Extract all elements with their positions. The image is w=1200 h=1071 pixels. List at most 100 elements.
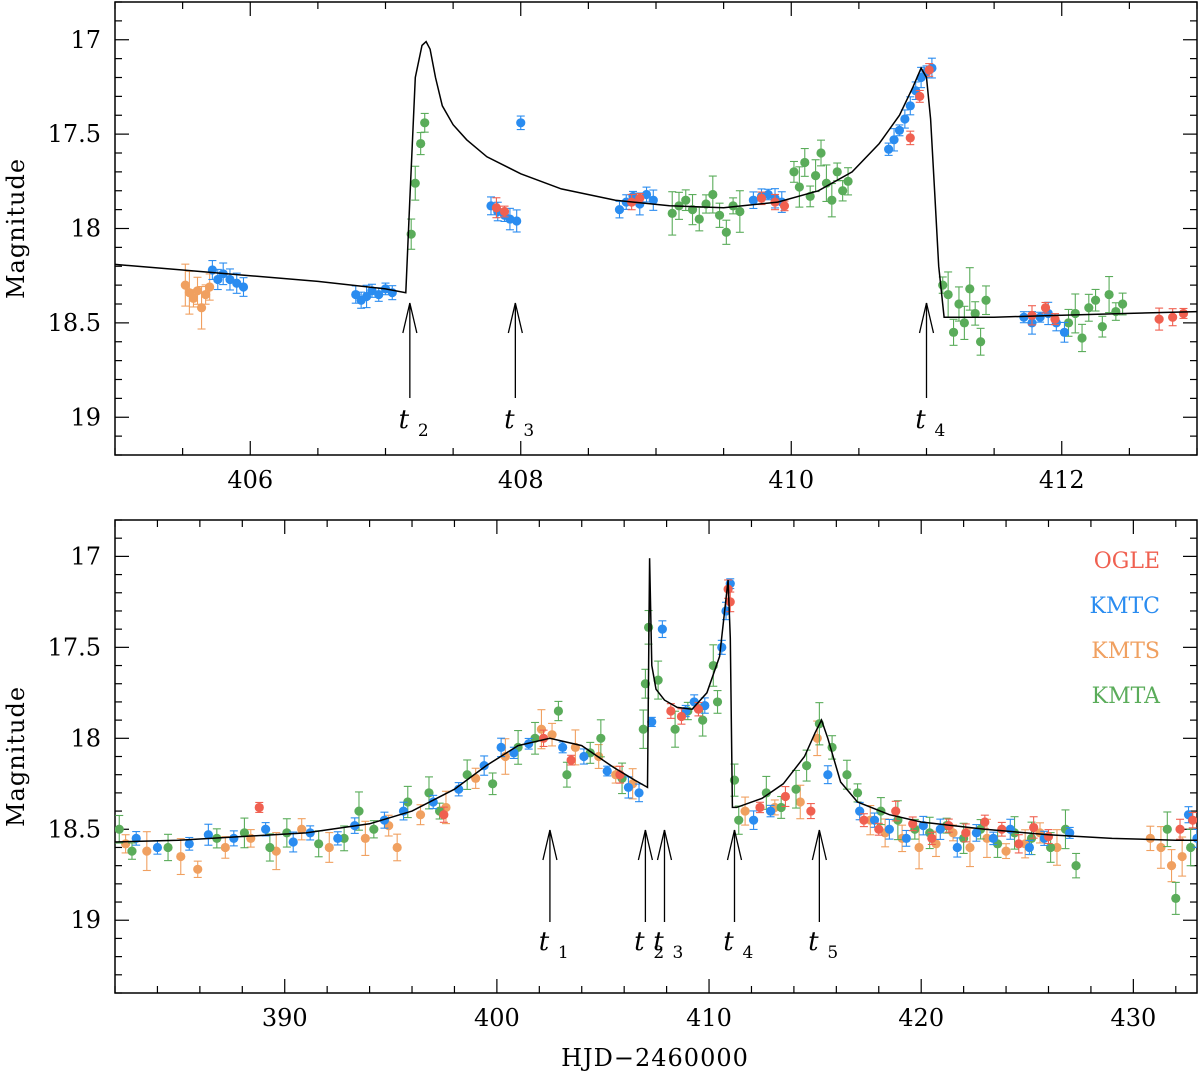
x-tick-label: 400 bbox=[474, 1004, 520, 1032]
data-point-kmtc bbox=[884, 824, 894, 834]
arrow-head bbox=[507, 302, 523, 334]
epoch-subscript: 1 bbox=[558, 943, 569, 963]
data-point-kmta bbox=[1046, 842, 1056, 853]
data-point-ogle bbox=[439, 810, 449, 820]
data-point-ogle bbox=[1168, 312, 1178, 322]
data-point-kmta bbox=[1097, 322, 1107, 332]
epoch-label: t bbox=[723, 927, 734, 957]
data-point-kmta bbox=[954, 299, 964, 309]
data-point-kmtc bbox=[763, 189, 773, 200]
y-tick-label: 17 bbox=[70, 542, 101, 570]
epoch-label: t bbox=[504, 405, 515, 435]
data-point-ogle bbox=[997, 824, 1007, 834]
data-point-ogle bbox=[254, 802, 264, 813]
data-point-kmta bbox=[832, 167, 842, 177]
data-point-kmtc bbox=[512, 216, 522, 226]
data-point-kmts bbox=[547, 730, 557, 740]
data-point-kmtc bbox=[884, 144, 894, 154]
data-point-kmta bbox=[410, 178, 420, 188]
data-point-kmta bbox=[842, 770, 852, 780]
data-point-kmtc bbox=[634, 788, 644, 798]
series-kmts bbox=[121, 709, 1187, 883]
data-point-kmts bbox=[1001, 846, 1011, 856]
data-point-ogle bbox=[725, 597, 735, 607]
data-point-ogle bbox=[908, 819, 918, 829]
data-point-kmts bbox=[392, 842, 402, 853]
data-point-kmts bbox=[965, 842, 975, 853]
data-point-kmtc bbox=[496, 742, 506, 753]
data-point-kmtc bbox=[901, 833, 911, 843]
data-point-kmtc bbox=[623, 782, 634, 793]
data-point-kmta bbox=[127, 846, 137, 856]
legend-entry-ogle: OGLE bbox=[1094, 549, 1160, 574]
data-point-kmta bbox=[800, 157, 810, 168]
data-point-kmts bbox=[1166, 861, 1177, 871]
data-point-kmtc bbox=[641, 189, 652, 200]
data-point-ogle bbox=[1029, 822, 1039, 833]
data-point-ogle bbox=[779, 201, 790, 211]
data-point-kmta bbox=[776, 802, 786, 813]
data-point-kmta bbox=[714, 210, 725, 220]
data-point-ogle bbox=[780, 791, 791, 802]
data-point-kmts bbox=[324, 842, 334, 853]
data-point-kmtc bbox=[203, 830, 213, 840]
data-point-ogle bbox=[1154, 314, 1164, 324]
data-point-kmtc bbox=[261, 824, 271, 834]
data-point-kmtc bbox=[614, 205, 625, 215]
legend-entry-kmts: KMTS bbox=[1091, 639, 1160, 664]
data-point-kmta bbox=[794, 182, 804, 192]
data-point-kmta bbox=[810, 171, 821, 181]
data-point-kmts bbox=[196, 303, 207, 313]
data-point-ogle bbox=[1043, 831, 1054, 842]
data-point-kmts bbox=[415, 810, 426, 820]
x-tick-label: 410 bbox=[686, 1004, 732, 1032]
data-point-kmtc bbox=[855, 806, 865, 816]
data-point-kmta bbox=[734, 815, 744, 825]
epoch-label: t bbox=[915, 405, 926, 435]
data-point-kmtc bbox=[558, 742, 568, 753]
data-point-kmta bbox=[553, 706, 564, 716]
data-point-kmtc bbox=[367, 286, 377, 296]
epoch-label: t bbox=[539, 927, 550, 957]
data-point-kmta bbox=[681, 195, 691, 205]
arrow-head bbox=[637, 829, 654, 861]
data-point-kmta bbox=[802, 760, 812, 771]
data-point-kmts bbox=[1177, 851, 1187, 862]
data-point-kmts bbox=[201, 289, 211, 300]
arrow-head bbox=[656, 829, 673, 861]
data-point-kmta bbox=[852, 788, 863, 798]
data-point-kmta bbox=[948, 327, 959, 337]
data-point-ogle bbox=[806, 806, 816, 816]
data-point-kmta bbox=[970, 308, 980, 319]
data-point-kmta bbox=[1090, 295, 1101, 305]
data-point-kmts bbox=[914, 842, 924, 853]
legend-entry-kmtc: KMTC bbox=[1090, 594, 1160, 619]
data-point-kmta bbox=[1171, 893, 1181, 904]
data-point-kmta bbox=[369, 824, 379, 834]
data-point-kmta bbox=[653, 675, 663, 685]
data-point-ogle bbox=[891, 806, 901, 816]
y-tick-label: 17.5 bbox=[48, 633, 101, 661]
data-point-kmta bbox=[791, 784, 801, 794]
data-point-kmtc bbox=[184, 839, 194, 849]
series-kmta bbox=[406, 112, 1128, 356]
data-point-kmtc bbox=[288, 837, 298, 847]
data-point-ogle bbox=[1175, 824, 1185, 834]
data-point-kmta bbox=[1186, 842, 1196, 853]
data-point-kmts bbox=[360, 833, 370, 843]
legend: OGLE KMTC KMTS KMTA bbox=[1090, 549, 1162, 709]
data-point-ogle bbox=[755, 802, 765, 813]
y-tick-label: 19 bbox=[70, 403, 101, 431]
data-point-kmtc bbox=[1035, 312, 1045, 322]
epoch-subscript: 2 bbox=[418, 421, 429, 441]
x-tick-label: 430 bbox=[1110, 1004, 1156, 1032]
data-point-kmta bbox=[462, 770, 472, 780]
y-tick-label: 17.5 bbox=[48, 120, 101, 148]
data-point-kmts bbox=[297, 824, 307, 834]
data-point-kmts bbox=[205, 282, 215, 292]
epoch-subscript: 3 bbox=[523, 421, 534, 441]
data-point-kmta bbox=[1104, 289, 1114, 300]
